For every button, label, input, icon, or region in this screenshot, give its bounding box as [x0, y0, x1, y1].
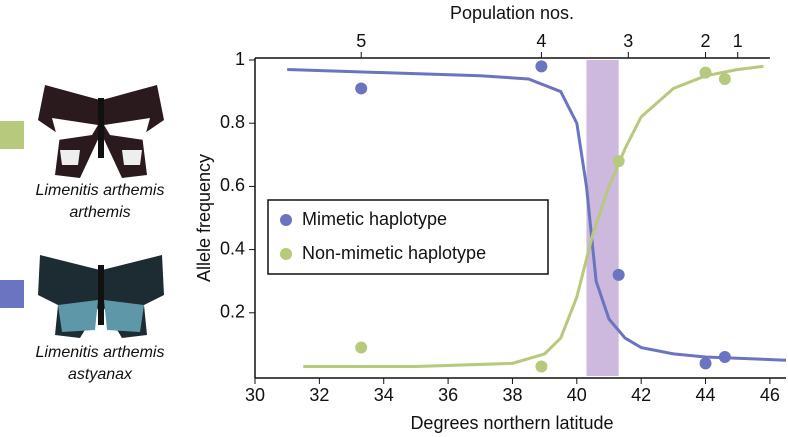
x-tick-label: 36 — [438, 385, 458, 405]
point — [718, 72, 731, 85]
x-tick-label: 44 — [696, 385, 716, 405]
top-tick-label: 2 — [701, 31, 711, 51]
fit-curve — [287, 67, 787, 362]
point — [355, 82, 368, 95]
point — [699, 66, 712, 79]
y-tick-label: 0.6 — [220, 175, 245, 195]
blue-swatch — [0, 280, 24, 308]
top-tick-label: 3 — [623, 31, 633, 51]
point — [535, 60, 548, 73]
point — [535, 360, 548, 373]
x-tick-label: 34 — [374, 385, 394, 405]
plot: 30 32 34 36 38 40 42 44 460.20.40.60.815 4 3 2 1Mime… — [220, 31, 787, 405]
x-tick-label: 40 — [567, 385, 587, 405]
top-tick-label: 1 — [733, 31, 743, 51]
y-tick-label: 1 — [235, 49, 245, 69]
point — [612, 268, 625, 281]
y-tick-label: 0.4 — [220, 238, 245, 258]
caption: Limenitis arthemis — [36, 344, 165, 361]
point — [699, 357, 712, 370]
y-tick-label: 0.2 — [220, 302, 245, 322]
caption: astyanax — [68, 366, 133, 383]
fit-curve — [303, 64, 764, 369]
legend-marker — [280, 214, 292, 226]
top-axis-title: Population nos. — [450, 3, 574, 23]
x-tick-label: 46 — [760, 385, 780, 405]
legend-label: Non-mimetic haplotype — [302, 243, 486, 263]
legend-label: Mimetic haplotype — [302, 209, 447, 229]
point — [355, 341, 368, 354]
x-tick-label: 38 — [502, 385, 522, 405]
top-tick-label: 4 — [536, 31, 546, 51]
x-axis-title: Degrees northern latitude — [410, 413, 613, 433]
butterfly-arthemis — [38, 85, 164, 178]
x-tick-label: 30 — [245, 385, 265, 405]
x-tick-label: 42 — [631, 385, 651, 405]
point — [718, 351, 731, 364]
y-tick-label: 0.8 — [220, 112, 245, 132]
y-axis-title: Allele frequency — [194, 154, 214, 282]
x-tick-label: 32 — [309, 385, 329, 405]
legend-marker — [280, 248, 292, 260]
point — [612, 155, 625, 168]
butterfly-astyanax — [38, 255, 164, 338]
transition-zone — [586, 60, 619, 376]
top-tick-label: 5 — [356, 31, 366, 51]
caption: Limenitis arthemis — [36, 182, 165, 199]
caption: arthemis — [69, 204, 130, 221]
green-swatch — [0, 121, 24, 149]
legend-box — [267, 199, 549, 275]
